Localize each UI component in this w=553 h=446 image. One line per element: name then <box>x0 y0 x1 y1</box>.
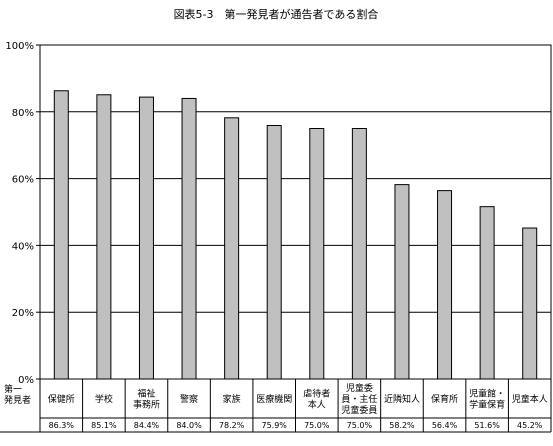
category-label: 近隣知人 <box>384 393 420 405</box>
y-tick-label: 40% <box>12 241 34 252</box>
category-label: 児童委員 <box>341 404 377 416</box>
category-label: 学校 <box>95 393 113 405</box>
gridlines <box>36 44 551 380</box>
value-label: 58.2% <box>389 421 415 430</box>
bar <box>96 94 112 380</box>
chart-title: 図表5-3 第一発見者が通告者である割合 <box>174 7 379 21</box>
bar <box>266 124 282 380</box>
category-label: 児童本人 <box>512 393 548 405</box>
bar <box>53 90 69 380</box>
bar <box>351 128 367 380</box>
value-label: 56.4% <box>432 421 458 430</box>
value-label: 86.3% <box>49 421 75 430</box>
bar <box>224 117 240 380</box>
bar <box>479 206 495 380</box>
bar <box>394 184 410 380</box>
category-label: 本人 <box>308 399 326 411</box>
bar <box>181 97 197 380</box>
y-tick-label: 80% <box>12 108 34 119</box>
category-label: 保健所 <box>48 393 75 405</box>
value-label: 85.1% <box>91 421 117 430</box>
category-label: 員・主任 <box>341 393 377 405</box>
value-label: 75.0% <box>304 421 330 430</box>
row-header-label: 発見者 <box>4 394 31 406</box>
value-label: 84.4% <box>134 421 160 430</box>
category-label: 虐待者 <box>303 388 330 400</box>
value-label: 75.0% <box>347 421 373 430</box>
y-axis-tick-labels: 0% 20% 40% 60% 80% 100% <box>5 41 34 386</box>
category-label: 児童館・ <box>469 388 505 400</box>
category-label: 保育所 <box>431 393 458 405</box>
bar <box>522 227 538 380</box>
bar <box>309 128 325 380</box>
value-label: 84.0% <box>176 421 202 430</box>
plot-area-frame <box>39 44 552 380</box>
category-label: 警察 <box>180 393 198 405</box>
value-label: 51.6% <box>474 421 500 430</box>
bar <box>138 96 154 380</box>
value-label: 75.9% <box>261 421 287 430</box>
row-header-label: 第一 <box>4 383 22 395</box>
bars <box>53 90 538 380</box>
category-label: 福祉 <box>137 388 155 400</box>
value-label: 45.2% <box>517 421 543 430</box>
category-label: 学童保育 <box>469 399 505 411</box>
y-tick-label: 20% <box>12 308 34 319</box>
bar <box>437 190 453 380</box>
y-tick-label: 60% <box>12 175 34 186</box>
category-label: 家族 <box>223 393 241 405</box>
y-tick-label: 0% <box>18 375 34 386</box>
category-label: 児童委 <box>346 382 373 394</box>
value-label: 78.2% <box>219 421 245 430</box>
y-tick-label: 100% <box>5 41 34 52</box>
category-label: 事務所 <box>133 399 160 411</box>
category-label: 医療機関 <box>256 393 292 405</box>
